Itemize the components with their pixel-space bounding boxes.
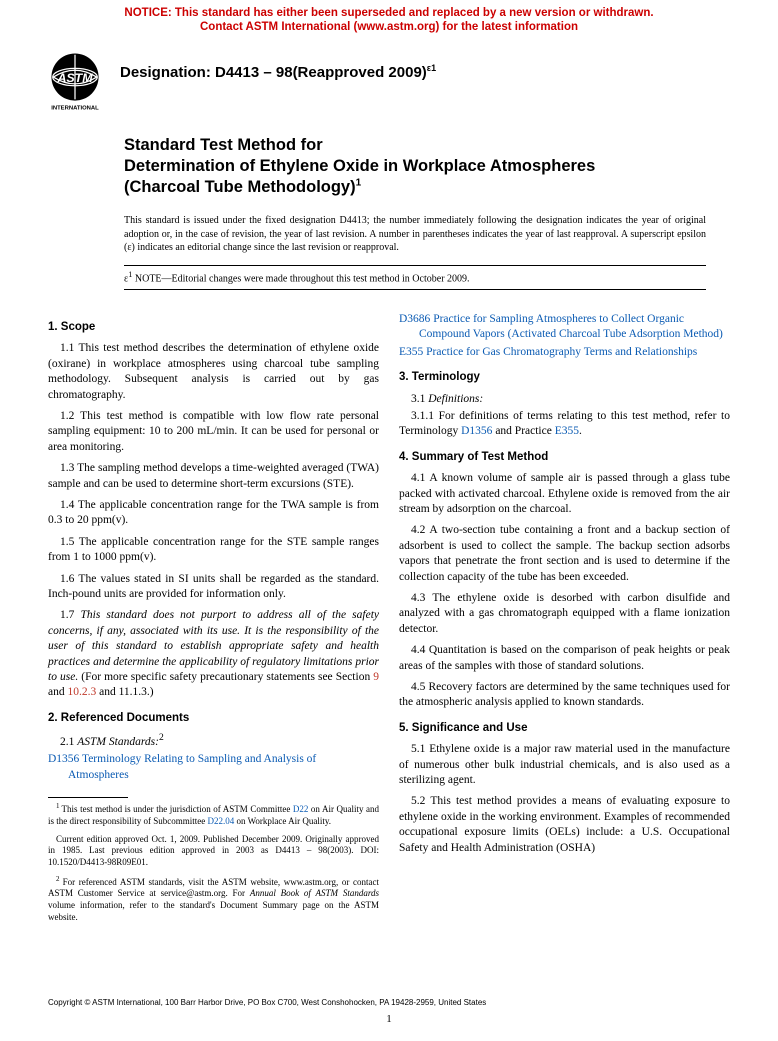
scope-1-3: 1.3 The sampling method develops a time-…: [48, 461, 379, 492]
left-column: 1. Scope 1.1 This test method describes …: [48, 310, 379, 930]
astm-logo: ASTM INTERNATIONAL: [44, 51, 106, 113]
body-columns: 1. Scope 1.1 This test method describes …: [0, 290, 778, 930]
summary-heading: 4. Summary of Test Method: [399, 450, 730, 465]
ref-e355: E355 Practice for Gas Chromatography Ter…: [399, 345, 730, 360]
link-d1356[interactable]: D1356: [48, 753, 79, 765]
significance-heading: 5. Significance and Use: [399, 721, 730, 736]
summary-4-3: 4.3 The ethylene oxide is desorbed with …: [399, 591, 730, 637]
scope-1-2: 1.2 This test method is compatible with …: [48, 409, 379, 455]
designation-line: Designation: D4413 – 98(Reapproved 2009)…: [120, 51, 436, 81]
summary-4-4: 4.4 Quantitation is based on the compari…: [399, 643, 730, 674]
footnote-1: 1 This test method is under the jurisdic…: [48, 802, 379, 827]
link-d3686[interactable]: D3686: [399, 313, 430, 325]
terminology-heading: 3. Terminology: [399, 370, 730, 385]
summary-4-5: 4.5 Recovery factors are determined by t…: [399, 680, 730, 711]
footnote-1-p2: Current edition approved Oct. 1, 2009. P…: [48, 834, 379, 869]
issuance-statement: This standard is issued under the fixed …: [0, 198, 778, 255]
link-committee-d22[interactable]: D22: [293, 804, 309, 814]
significance-5-2: 5.2 This test method provides a means of…: [399, 794, 730, 856]
scope-1-5: 1.5 The applicable concentration range f…: [48, 535, 379, 566]
refdocs-sub: 2.1 ASTM Standards:2: [48, 732, 379, 750]
terminology-sub: 3.1 Definitions:: [399, 392, 730, 407]
link-section-9[interactable]: 9: [373, 671, 379, 683]
summary-4-2: 4.2 A two-section tube containing a fron…: [399, 523, 730, 585]
ref-d1356: D1356 Terminology Relating to Sampling a…: [48, 752, 379, 783]
refdocs-heading: 2. Referenced Documents: [48, 711, 379, 726]
copyright-line: Copyright © ASTM International, 100 Barr…: [48, 998, 486, 1007]
notice-line-1: NOTICE: This standard has either been su…: [124, 7, 653, 19]
link-d1356-inline[interactable]: D1356: [461, 425, 492, 437]
link-e355[interactable]: E355: [399, 346, 423, 358]
scope-1-6: 1.6 The values stated in SI units shall …: [48, 572, 379, 603]
ref-d3686: D3686 Practice for Sampling Atmospheres …: [399, 312, 730, 343]
document-header: ASTM INTERNATIONAL Designation: D4413 – …: [0, 39, 778, 113]
footnote-rule: [48, 797, 128, 798]
right-column: D3686 Practice for Sampling Atmospheres …: [399, 310, 730, 930]
title-block: Standard Test Method for Determination o…: [0, 113, 778, 198]
scope-heading: 1. Scope: [48, 320, 379, 335]
scope-1-4: 1.4 The applicable concentration range f…: [48, 498, 379, 529]
link-subcommittee-d22-04[interactable]: D22.04: [207, 816, 234, 826]
svg-text:INTERNATIONAL: INTERNATIONAL: [51, 105, 99, 111]
epsilon-note: ε1 NOTE—Editorial changes were made thro…: [124, 270, 706, 285]
footnote-2: 2 For referenced ASTM standards, visit t…: [48, 875, 379, 924]
summary-4-1: 4.1 A known volume of sample air is pass…: [399, 471, 730, 517]
scope-1-7: 1.7 This standard does not purport to ad…: [48, 608, 379, 700]
notice-line-2: Contact ASTM International (www.astm.org…: [200, 21, 578, 33]
link-section-10-2-3[interactable]: 10.2.3: [67, 686, 96, 698]
epsilon-note-box: ε1 NOTE—Editorial changes were made thro…: [124, 265, 706, 290]
svg-text:ASTM: ASTM: [56, 71, 93, 85]
link-e355-inline[interactable]: E355: [555, 425, 579, 437]
document-title: Standard Test Method for Determination o…: [124, 135, 718, 198]
page-number: 1: [0, 1013, 778, 1025]
scope-1-1: 1.1 This test method describes the deter…: [48, 341, 379, 403]
designation-text: Designation: D4413 – 98(Reapproved 2009): [120, 64, 427, 81]
significance-5-1: 5.1 Ethylene oxide is a major raw materi…: [399, 742, 730, 788]
supersession-notice: NOTICE: This standard has either been su…: [0, 0, 778, 39]
terminology-3-1-1: 3.1.1 For definitions of terms relating …: [399, 409, 730, 440]
designation-superscript: ε1: [427, 63, 436, 73]
